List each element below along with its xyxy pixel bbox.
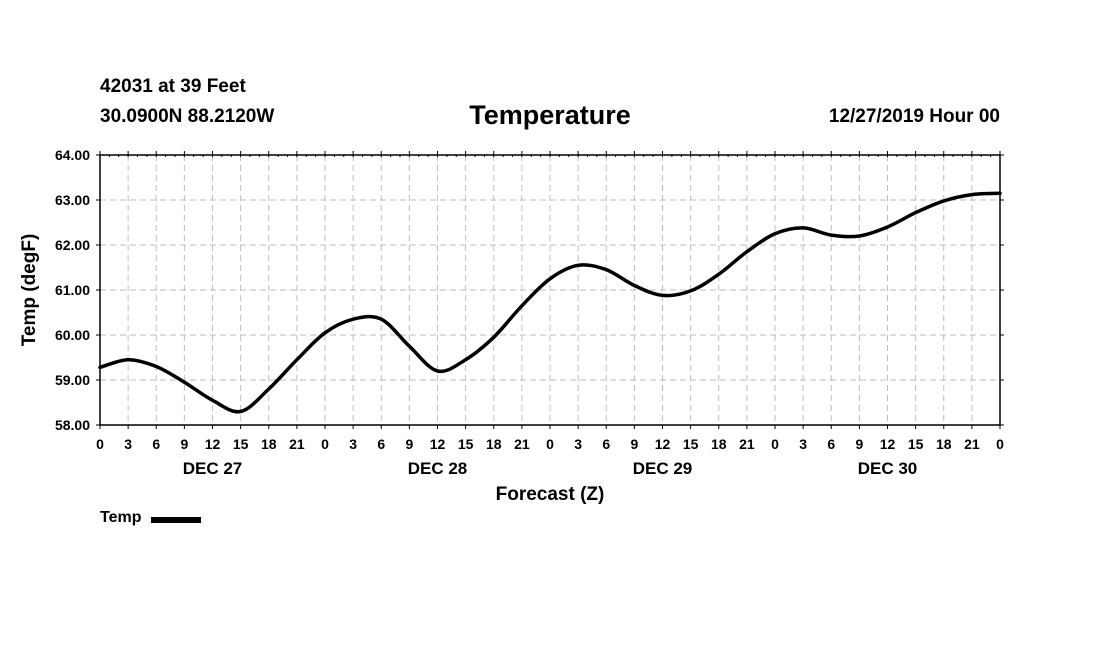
- x-tick-label: 15: [233, 436, 249, 452]
- x-tick-label: 6: [827, 436, 835, 452]
- y-tick-labels: 58.00 59.00 60.00 61.00 62.00 63.00 64.00: [55, 147, 90, 433]
- x-tick-label: 21: [514, 436, 530, 452]
- x-tick-label: 0: [546, 436, 554, 452]
- plot-frame: [99, 154, 1001, 426]
- x-tick-label: 6: [152, 436, 160, 452]
- chart-title: Temperature: [469, 100, 631, 130]
- day-label: DEC 28: [408, 459, 468, 478]
- legend-label: Temp: [100, 509, 142, 526]
- grid-lines: [100, 155, 1000, 425]
- x-tick-label: 18: [936, 436, 952, 452]
- y-tick-label: 60.00: [55, 327, 90, 343]
- location-coordinates: 30.0900N 88.2120W: [100, 106, 275, 127]
- x-tick-labels: 0 3 6 9 12 15 18 21 0 3 6 9 12 15 18 21 0 3 6 9 12 15 18 21 0 3 6 9…: [96, 436, 1004, 452]
- day-label: DEC 29: [633, 459, 693, 478]
- x-tick-label: 0: [771, 436, 779, 452]
- x-tick-label: 12: [430, 436, 446, 452]
- x-tick-label: 15: [683, 436, 699, 452]
- x-tick-label: 12: [655, 436, 671, 452]
- day-labels: DEC 27 DEC 28 DEC 29 DEC 30: [183, 459, 918, 478]
- y-axis-title: Temp (degF): [19, 234, 40, 347]
- y-tick-label: 63.00: [55, 192, 90, 208]
- day-label: DEC 27: [183, 459, 243, 478]
- x-axis-title: Forecast (Z): [496, 484, 605, 505]
- y-tick-label: 58.00: [55, 417, 90, 433]
- x-tick-label: 12: [880, 436, 896, 452]
- x-tick-label: 18: [486, 436, 502, 452]
- y-tick-label: 64.00: [55, 147, 90, 163]
- x-tick-label: 0: [96, 436, 104, 452]
- x-tick-label: 12: [205, 436, 221, 452]
- y-tick-label: 61.00: [55, 282, 90, 298]
- x-tick-label: 0: [321, 436, 329, 452]
- x-tick-label: 15: [458, 436, 474, 452]
- y-tick-label: 59.00: [55, 372, 90, 388]
- x-tick-label: 3: [349, 436, 357, 452]
- x-tick-label: 3: [799, 436, 807, 452]
- x-tick-label: 21: [289, 436, 305, 452]
- x-tick-label: 9: [855, 436, 863, 452]
- x-tick-label: 15: [908, 436, 924, 452]
- x-tick-label: 9: [405, 436, 413, 452]
- legend: Temp: [100, 509, 202, 527]
- y-tick-label: 62.00: [55, 237, 90, 253]
- x-tick-label: 0: [996, 436, 1004, 452]
- series-line-temp: [98, 191, 1002, 414]
- x-tick-label: 9: [180, 436, 188, 452]
- station-label: 42031 at 39 Feet: [100, 76, 246, 97]
- x-tick-label: 3: [124, 436, 132, 452]
- x-tick-label: 6: [602, 436, 610, 452]
- forecast-timestamp: 12/27/2019 Hour 00: [828, 106, 1000, 127]
- x-tick-label: 21: [739, 436, 755, 452]
- day-label: DEC 30: [858, 459, 918, 478]
- x-tick-label: 21: [964, 436, 980, 452]
- x-tick-label: 18: [261, 436, 277, 452]
- x-tick-label: 6: [377, 436, 385, 452]
- x-tick-label: 3: [574, 436, 582, 452]
- legend-swatch-temp: [151, 516, 202, 523]
- x-tick-label: 18: [711, 436, 727, 452]
- x-tick-label: 9: [630, 436, 638, 452]
